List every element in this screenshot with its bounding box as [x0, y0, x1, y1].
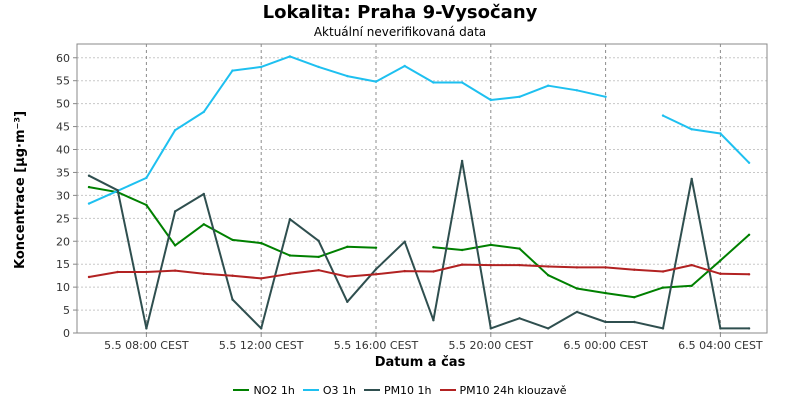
series-line-o3-1h	[662, 114, 750, 164]
legend-item: PM10 1h	[363, 383, 432, 397]
x-tick-label: 5.5 12:00 CEST	[219, 339, 304, 352]
y-tick-label: 55	[56, 75, 70, 88]
y-tick-label: 35	[56, 166, 70, 179]
series-layer	[87, 55, 751, 330]
x-tick-label: 5.5 08:00 CEST	[104, 339, 189, 352]
x-tick-label: 5.5 20:00 CEST	[449, 339, 534, 352]
y-tick-label: 20	[56, 235, 70, 248]
legend-label: PM10 1h	[383, 383, 432, 397]
y-tick-label: 40	[56, 144, 70, 157]
series-line-no2-1h	[88, 186, 377, 258]
x-tick-label: 5.5 16:00 CEST	[334, 339, 419, 352]
x-axis-label: Datum a čas	[375, 355, 466, 370]
legend-item: NO2 1h	[233, 383, 295, 397]
series-line-pm10-1h	[88, 160, 750, 330]
legend-swatch	[233, 389, 250, 391]
legend-item: PM10 24h klouzavě	[439, 383, 567, 397]
y-tick-label: 45	[56, 121, 70, 134]
x-axis: 5.5 08:00 CEST 5.5 12:00 CEST 5.5 16:00 CE…	[104, 333, 763, 352]
legend-swatch	[363, 389, 380, 391]
chart-subtitle: Aktuální neverifikovaná data	[313, 25, 487, 39]
legend-item: O3 1h	[302, 383, 356, 397]
legend-label: O3 1h	[322, 383, 356, 397]
legend: NO2 1h O3 1h PM10 1h PM10 24h klouzavě	[0, 381, 800, 397]
y-tick-label: 0	[63, 327, 70, 340]
y-tick-label: 10	[56, 281, 70, 294]
y-tick-label: 5	[63, 304, 70, 317]
legend-label: NO2 1h	[253, 383, 295, 397]
y-tick-label: 30	[56, 189, 70, 202]
plot-frame	[76, 43, 768, 334]
y-tick-label: 15	[56, 258, 70, 271]
chart-title: Lokalita: Praha 9-Vysočany	[262, 2, 538, 23]
series-line-pm10-24h-klouzav	[88, 263, 750, 280]
y-tick-label: 60	[56, 52, 70, 65]
x-tick-label: 6.5 00:00 CEST	[563, 339, 648, 352]
legend-label: PM10 24h klouzavě	[459, 383, 567, 397]
y-axis: 0 5 10 15 20 25 30 35 40 45 50 55 60	[56, 52, 77, 340]
y-tick-label: 50	[56, 98, 70, 111]
y-axis-label: Koncentrace [µg·m⁻³]	[13, 111, 28, 269]
series-line-no2-1h	[433, 234, 750, 299]
y-tick-label: 25	[56, 212, 70, 225]
legend-swatch	[302, 389, 319, 391]
series-line-o3-1h	[88, 55, 606, 205]
x-tick-label: 6.5 04:00 CEST	[678, 339, 763, 352]
legend-swatch	[439, 389, 456, 391]
